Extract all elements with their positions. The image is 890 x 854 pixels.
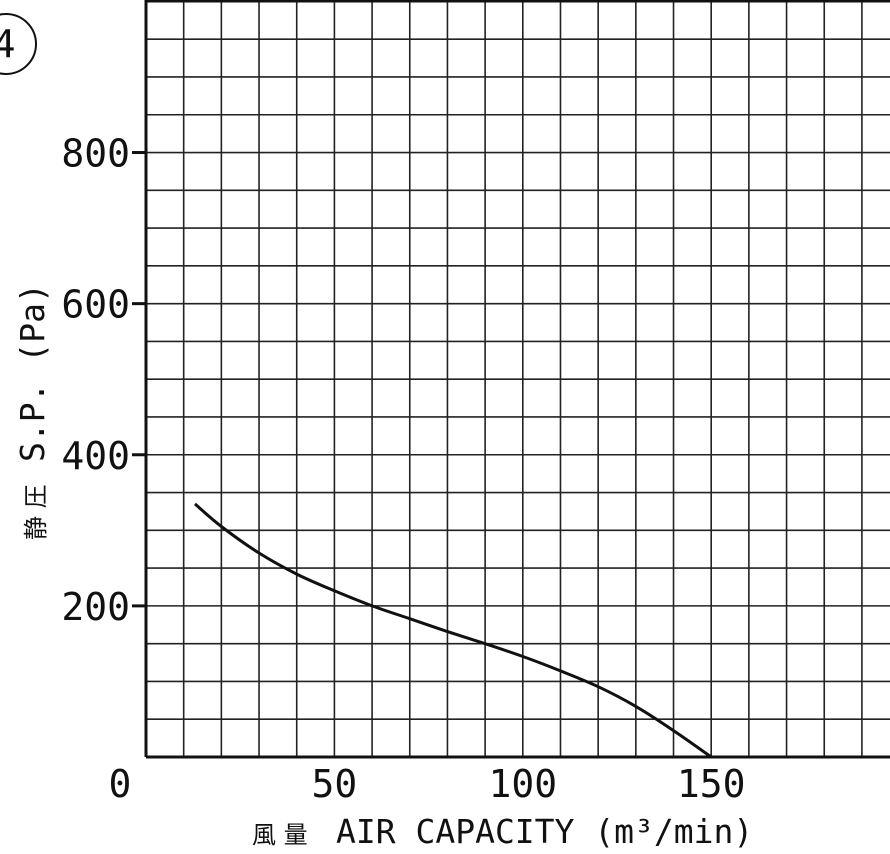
x-axis-title-en: AIR CAPACITY (m³/min) [336, 812, 753, 851]
x-tick-label: 100 [488, 762, 557, 806]
x-tick-label: 0 [109, 762, 132, 806]
chart-grid [146, 0, 890, 757]
y-axis-title-jp: 静 圧 [22, 484, 50, 540]
tick-labels: 0 50 100 150 200 400 600 800 [61, 132, 745, 806]
pressure-curve-line [194, 502, 713, 759]
badge-circle [0, 13, 37, 75]
y-axis-title-en: S.P. (Pa) [13, 283, 52, 462]
y-axis-title: 静 圧 S.P. (Pa) [13, 283, 52, 540]
y-tick-label: 800 [61, 132, 130, 176]
x-axis-title-jp: 風 量 [252, 821, 308, 849]
series-group [194, 502, 713, 759]
y-tick-label: 600 [61, 283, 130, 327]
chart-number-badge: 4 [0, 13, 37, 75]
y-tick-label: 200 [61, 585, 130, 629]
plot-frame [144, 0, 890, 759]
badge-number: 4 [0, 22, 15, 66]
x-axis-title: 風 量 AIR CAPACITY (m³/min) [252, 812, 753, 851]
x-tick-label: 50 [312, 762, 358, 806]
y-tick-label: 400 [61, 434, 130, 478]
x-tick-label: 150 [677, 762, 746, 806]
